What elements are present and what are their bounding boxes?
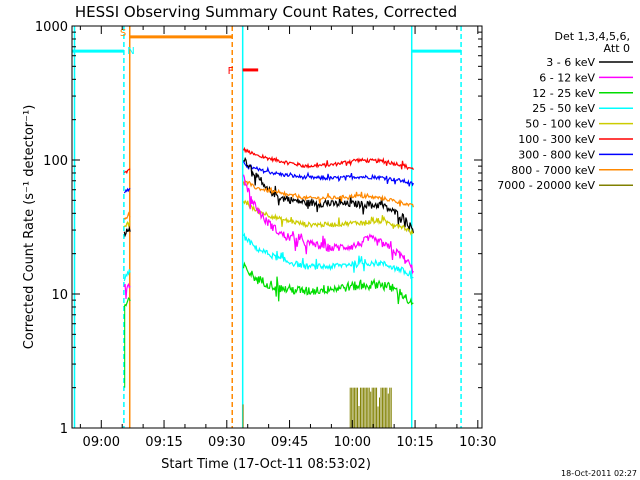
y-axis-label: Corrected Count Rate (s⁻¹ detector⁻¹) bbox=[22, 105, 37, 350]
series-line-3-1 bbox=[242, 179, 414, 208]
legend-entry-label: 800 - 7000 keV bbox=[511, 164, 595, 177]
legend-entry-label: 50 - 100 keV bbox=[525, 118, 595, 131]
series-line-1-1 bbox=[242, 161, 414, 187]
legend-entry-label: 7000 - 20000 keV bbox=[497, 179, 595, 192]
footer-date: 18-Oct-2011 02:27 bbox=[561, 469, 637, 478]
x-tick-label: 09:30 bbox=[208, 435, 245, 450]
series-line-7-1 bbox=[242, 261, 414, 306]
plot-frame bbox=[71, 25, 483, 429]
time-markers bbox=[73, 26, 462, 428]
series-line-3-0 bbox=[123, 211, 131, 220]
series-line-0-0 bbox=[124, 168, 131, 175]
y-tick-label: 100 bbox=[43, 154, 68, 169]
x-tick-label: 10:30 bbox=[459, 435, 496, 450]
legend-entry-label: 300 - 800 keV bbox=[518, 148, 595, 161]
series-line-5-1 bbox=[242, 174, 414, 275]
series-line-2-0 bbox=[123, 225, 131, 238]
y-axis: 1 10 100 1000 bbox=[35, 20, 482, 437]
legend-header-line: Det 1,3,4,5,6, bbox=[554, 30, 630, 43]
series-line-6-0 bbox=[123, 269, 131, 282]
legend-entry-label: 100 - 300 keV bbox=[518, 133, 595, 146]
series-line-4-0 bbox=[123, 220, 131, 228]
state-bars bbox=[72, 35, 462, 72]
x-axis: 09:00 09:15 09:30 09:45 10:00 10:15 10:30 bbox=[79, 26, 497, 450]
legend-entry-label: 6 - 12 keV bbox=[539, 71, 595, 84]
legend-header-line: Att 0 bbox=[604, 42, 630, 55]
series-line-7-0 bbox=[123, 297, 131, 308]
x-tick-label: 10:15 bbox=[396, 435, 433, 450]
series-line-5-0 bbox=[123, 282, 131, 300]
x-axis-label: Start Time (17-Oct-11 08:53:02) bbox=[161, 457, 371, 472]
x-tick-label: 09:15 bbox=[145, 435, 182, 450]
state-flags: SN F bbox=[120, 28, 234, 77]
state-flag-n: N bbox=[127, 46, 134, 57]
x-tick-label: 09:00 bbox=[83, 435, 120, 450]
series-line-2-1 bbox=[243, 156, 414, 234]
x-tick-label: 10:00 bbox=[334, 435, 371, 450]
y-tick-label: 1 bbox=[60, 422, 68, 437]
legend-entry-label: 25 - 50 keV bbox=[532, 102, 595, 115]
state-flag-s: S bbox=[120, 28, 126, 39]
y-tick-label: 10 bbox=[51, 288, 68, 303]
state-flag-f: F bbox=[228, 66, 234, 77]
legend-entry-label: 3 - 6 keV bbox=[546, 56, 595, 69]
chart-title: HESSI Observing Summary Count Rates, Cor… bbox=[75, 3, 457, 21]
high-energy-bursts bbox=[124, 306, 392, 428]
series-line-6-1 bbox=[242, 232, 414, 280]
legend-entry-label: 12 - 25 keV bbox=[532, 87, 595, 100]
series-lines bbox=[123, 146, 414, 308]
series-line-1-0 bbox=[123, 187, 131, 194]
y-tick-label: 1000 bbox=[35, 20, 68, 35]
x-tick-label: 09:45 bbox=[271, 435, 308, 450]
legend: Det 1,3,4,5,6,Att 0 3 - 6 keV 6 - 12 keV 12… bbox=[497, 30, 633, 192]
series-line-4-1 bbox=[242, 199, 414, 237]
series-line-0-1 bbox=[242, 146, 414, 171]
